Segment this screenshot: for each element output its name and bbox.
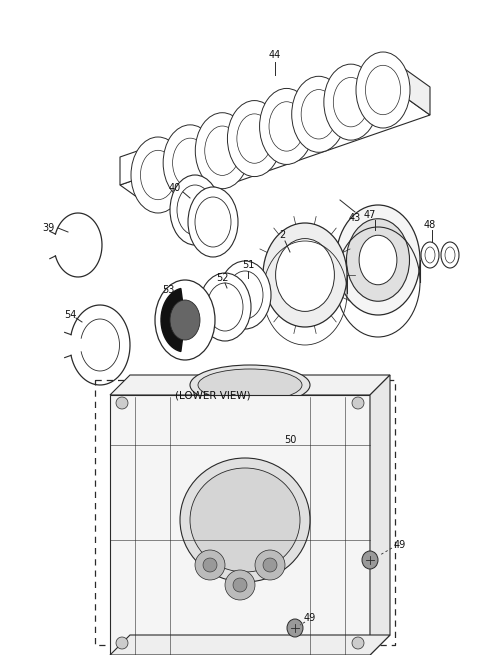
Ellipse shape	[199, 273, 251, 341]
Ellipse shape	[228, 101, 281, 177]
Ellipse shape	[195, 113, 249, 189]
Polygon shape	[110, 635, 390, 655]
Polygon shape	[120, 62, 395, 185]
Ellipse shape	[116, 637, 128, 649]
Ellipse shape	[292, 76, 346, 152]
Polygon shape	[120, 90, 430, 210]
Text: 48: 48	[424, 220, 436, 230]
Ellipse shape	[190, 365, 310, 405]
Ellipse shape	[324, 64, 378, 140]
Ellipse shape	[170, 300, 200, 340]
Text: 53: 53	[162, 285, 174, 295]
Ellipse shape	[155, 280, 215, 360]
Ellipse shape	[219, 261, 271, 329]
Ellipse shape	[190, 468, 300, 572]
Polygon shape	[395, 62, 430, 115]
Polygon shape	[110, 375, 390, 395]
Ellipse shape	[225, 570, 255, 600]
Ellipse shape	[163, 125, 217, 201]
Bar	[190, 515, 290, 537]
Text: (LOWER VIEW): (LOWER VIEW)	[175, 391, 251, 401]
Ellipse shape	[352, 637, 364, 649]
Text: 40: 40	[169, 183, 181, 193]
Ellipse shape	[116, 397, 128, 409]
Ellipse shape	[255, 550, 285, 580]
Polygon shape	[110, 395, 370, 655]
Ellipse shape	[263, 558, 277, 572]
Text: 51: 51	[242, 260, 254, 270]
Text: 47: 47	[364, 210, 376, 220]
Ellipse shape	[260, 88, 313, 164]
Text: 49: 49	[394, 540, 406, 550]
Text: 52: 52	[216, 273, 228, 283]
Text: 43: 43	[349, 213, 361, 223]
Text: 54: 54	[64, 310, 76, 320]
Ellipse shape	[263, 223, 347, 327]
Ellipse shape	[356, 52, 410, 128]
Bar	[190, 480, 290, 508]
Text: 49: 49	[304, 613, 316, 623]
Ellipse shape	[188, 187, 238, 257]
Polygon shape	[370, 375, 390, 655]
Text: 50: 50	[284, 435, 296, 445]
Polygon shape	[161, 288, 185, 352]
Ellipse shape	[336, 205, 420, 315]
Ellipse shape	[203, 558, 217, 572]
Ellipse shape	[359, 235, 397, 285]
Ellipse shape	[180, 458, 310, 582]
Ellipse shape	[131, 137, 185, 213]
Ellipse shape	[287, 619, 303, 637]
Ellipse shape	[198, 369, 302, 401]
Ellipse shape	[347, 219, 409, 301]
Ellipse shape	[170, 175, 220, 245]
Ellipse shape	[362, 551, 378, 569]
Text: 2: 2	[279, 230, 285, 240]
Ellipse shape	[441, 242, 459, 268]
Ellipse shape	[276, 238, 335, 311]
Ellipse shape	[195, 550, 225, 580]
Ellipse shape	[421, 242, 439, 268]
Ellipse shape	[352, 397, 364, 409]
Ellipse shape	[233, 578, 247, 592]
Text: 44: 44	[269, 50, 281, 60]
Text: 39: 39	[42, 223, 54, 233]
